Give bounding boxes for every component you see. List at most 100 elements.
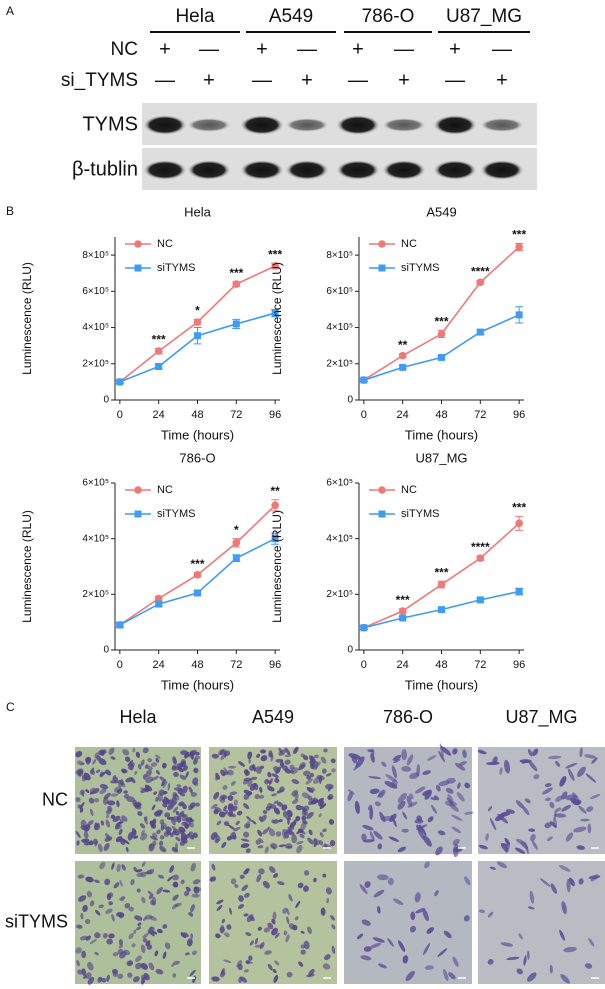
cell [162, 780, 168, 788]
cell [209, 876, 217, 882]
cell [268, 828, 276, 837]
cell [258, 837, 264, 844]
y-tick-label: 6×10⁵ [326, 478, 353, 489]
cell [211, 976, 220, 982]
cell [504, 759, 511, 774]
cell [290, 767, 299, 775]
cell [124, 903, 131, 909]
cell [453, 843, 459, 858]
blot-band [336, 115, 380, 135]
cell [162, 889, 171, 893]
cell [224, 932, 230, 938]
cell [452, 748, 458, 755]
cell [328, 819, 335, 825]
cell [220, 968, 225, 976]
cell [451, 826, 462, 834]
cell [295, 900, 301, 909]
cell [238, 895, 244, 902]
cell [173, 787, 183, 791]
cell [149, 835, 158, 841]
cell [178, 762, 183, 769]
cell [76, 768, 84, 774]
cell [578, 878, 584, 885]
cell [243, 969, 249, 973]
cell [489, 866, 497, 870]
cell [458, 761, 467, 766]
cell [415, 786, 426, 794]
cell [288, 894, 293, 902]
cell [108, 901, 114, 906]
cell [173, 771, 179, 777]
significance-mark: **** [471, 265, 490, 279]
cell [544, 783, 552, 788]
legend-marker [378, 240, 386, 248]
x-tick-label: 48 [435, 409, 447, 421]
cell [367, 749, 375, 753]
cell [77, 804, 82, 809]
y-tick-label: 2×10⁵ [82, 358, 109, 369]
cell [361, 833, 367, 842]
cell [243, 803, 250, 810]
cell [260, 749, 267, 754]
cell [106, 893, 112, 901]
cell [267, 786, 275, 792]
cell [373, 889, 385, 898]
cell [216, 899, 224, 905]
cell [118, 828, 123, 836]
cell [119, 879, 123, 887]
cell [128, 933, 134, 940]
cell [89, 769, 96, 776]
data-point [398, 351, 407, 360]
cell [464, 876, 471, 886]
cell [362, 824, 374, 831]
sign: + [352, 38, 364, 60]
cell [104, 878, 111, 886]
cell [306, 786, 314, 793]
cell [169, 865, 175, 873]
data-point [476, 328, 484, 336]
cell [115, 822, 122, 829]
cell [303, 770, 311, 777]
cell [176, 784, 182, 788]
data-point [271, 535, 279, 543]
cell [318, 813, 322, 818]
data-point [476, 278, 485, 287]
cell [422, 908, 429, 922]
cell [549, 801, 555, 809]
cell [451, 814, 463, 821]
cell [75, 947, 82, 954]
cell [250, 776, 258, 781]
cell [506, 956, 520, 961]
data-point [360, 376, 368, 384]
cell [188, 831, 195, 840]
cell [500, 942, 514, 947]
sign: — [492, 38, 512, 60]
cell [250, 916, 255, 922]
cell [539, 878, 551, 887]
cell [145, 776, 154, 784]
cell [325, 887, 332, 895]
cell [519, 759, 532, 764]
cell [319, 832, 324, 838]
cell [555, 761, 561, 767]
cell [142, 747, 149, 754]
data-point [515, 311, 523, 319]
cell [527, 950, 530, 961]
cell [256, 753, 261, 758]
cell [132, 747, 136, 753]
cell [157, 874, 165, 879]
cell [85, 876, 94, 883]
cell [224, 750, 231, 757]
cell [273, 974, 279, 983]
cell [402, 811, 408, 820]
cell [124, 756, 131, 762]
cell [121, 896, 126, 900]
cell [546, 836, 553, 842]
x-tick-label: 24 [153, 409, 165, 421]
cell [528, 760, 538, 772]
data-point [193, 318, 202, 326]
cell [240, 838, 250, 842]
micrograph-bg [478, 747, 605, 854]
cell [172, 830, 177, 835]
cell [530, 834, 536, 842]
